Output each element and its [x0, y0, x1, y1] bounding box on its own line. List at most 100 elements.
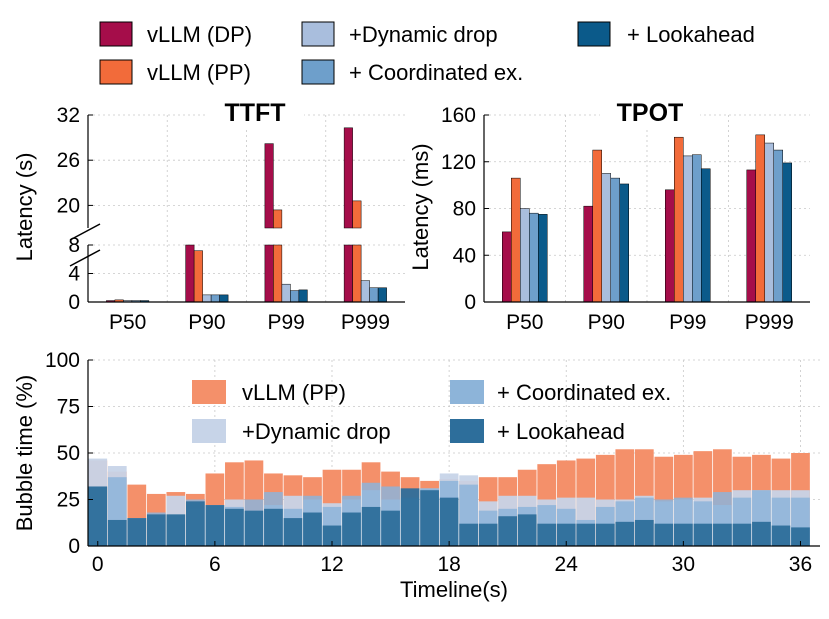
bubble-bar-lookahead-30 [673, 523, 693, 546]
ttft-bar-dynamic-drop-p90 [202, 294, 212, 303]
bubble-bar-lookahead-17 [420, 490, 439, 546]
tpot-bar-lookahead-p999 [782, 162, 792, 303]
ttft-xtick-label: P50 [109, 311, 146, 334]
tpot-bar-dynamic-drop-p99 [683, 155, 693, 303]
legend-swatch-drop [301, 21, 335, 47]
bubble-bar-lookahead-14 [361, 506, 381, 546]
bubble-bar-lookahead-26 [595, 523, 615, 546]
tpot-bar-vllm-dp-p50 [502, 231, 512, 303]
ttft-bars [106, 127, 387, 303]
ttft-ytick-label: 4 [68, 263, 80, 286]
tpot-bars [502, 134, 792, 303]
tpot-bar-vllm-pp-p50 [511, 177, 521, 303]
bubble-axes: 0 25 50 75 100 0 6 12 18 24 30 36 [45, 349, 820, 576]
bubble-bar-lookahead-28 [634, 519, 654, 546]
bubble-xtick-label: 30 [672, 553, 695, 576]
bubble-bar-lookahead-32 [713, 523, 732, 546]
ttft-bar-coordinated-ex-p999 [369, 287, 379, 303]
bubble-bar-lookahead-29 [654, 523, 674, 546]
bubble-xtick-label: 36 [789, 553, 812, 576]
bubble-bar-lookahead-10 [283, 518, 303, 546]
bubble-bar-lookahead-9 [264, 508, 283, 546]
ttft-bar-lookahead-p99 [298, 289, 308, 303]
tpot-ytick-label: 40 [453, 244, 476, 267]
ttft-bar-coordinated-ex-p99 [290, 290, 300, 303]
tpot-bar-coordinated-ex-p90 [610, 177, 620, 303]
bubble-legend: vLLM (PP) +Dynamic drop + Coordinated ex… [192, 380, 671, 444]
bubble-bars [88, 449, 810, 546]
bubble-bar-lookahead-25 [576, 523, 596, 546]
bubble-ytick-label: 50 [57, 442, 80, 465]
ttft-xtick-label: P90 [188, 311, 225, 334]
bubble-xtick-label: 24 [555, 553, 579, 576]
bubble-ytick-label: 0 [68, 535, 80, 558]
tpot-bar-lookahead-p99 [701, 168, 711, 303]
tpot-ytick-label: 160 [441, 104, 476, 127]
tpot-bar-vllm-pp-p90 [592, 149, 602, 303]
tpot-axes: 0 40 80 120 160 P50 P90 P99 P999 [441, 104, 810, 334]
bubble-bar-lookahead-11 [303, 512, 322, 546]
tpot-bar-vllm-pp-p999 [755, 134, 765, 303]
tpot-bar-vllm-pp-p99 [674, 136, 684, 303]
bubble-bar-lookahead-7 [225, 508, 244, 546]
ttft-break-mark-top [69, 223, 101, 241]
legend-label-drop: +Dynamic drop [349, 22, 498, 47]
bubble-bar-lookahead-35 [771, 525, 791, 546]
tpot-bar-lookahead-p50 [538, 214, 548, 303]
ttft-grid [88, 114, 405, 303]
ttft-bar-dynamic-drop-p99 [281, 283, 291, 303]
bubble-bar-lookahead-27 [615, 521, 635, 546]
bubble-bar-lookahead-21 [498, 516, 518, 546]
tpot-ytick-label: 120 [441, 151, 476, 174]
bubble-bar-lookahead-13 [342, 512, 361, 546]
tpot-bar-vllm-dp-p99 [665, 189, 675, 303]
bubble-bar-lookahead-24 [556, 523, 576, 546]
bubble-bar-lookahead-5 [185, 501, 205, 546]
tpot-xtick-label: P99 [669, 311, 706, 334]
tpot-bar-dynamic-drop-p50 [520, 208, 530, 303]
ttft-bar-vllm-pp-p90 [193, 250, 203, 303]
bubble-xlabel: Timeline(s) [400, 577, 508, 602]
ttft-panel: 0 4 8 20 26 32 P50 P90 P99 P999 TTFT Latency (s) [12, 96, 405, 334]
ttft-xtick-label: P999 [341, 311, 390, 334]
bubble-panel: 0 25 50 75 100 0 6 12 18 24 30 36 Bubble time (%) T… [12, 349, 820, 602]
ttft-bar-vllm-pp-p99-lower [273, 244, 283, 303]
bubble-ytick-label: 100 [45, 349, 80, 372]
bubble-bar-lookahead-12 [322, 525, 342, 546]
bubble-legend-swatch-look [450, 419, 484, 443]
ttft-bar-vllm-pp-p999-upper [352, 200, 362, 229]
bubble-bar-lookahead-36 [791, 527, 810, 546]
tpot-xtick-label: P90 [588, 311, 625, 334]
tpot-bar-coordinated-ex-p999 [773, 149, 783, 303]
tpot-xtick-label: P50 [506, 311, 543, 334]
tpot-ytick-label: 80 [453, 198, 476, 221]
ttft-ytick-label: 32 [57, 104, 80, 127]
ttft-bar-vllm-pp-p999-lower [352, 244, 362, 303]
bubble-bar-lookahead-22 [517, 514, 537, 546]
ttft-bar-vllm-pp-p99-upper [273, 209, 283, 229]
bubble-bar-lookahead-33 [732, 523, 752, 546]
ttft-ytick-label: 20 [57, 194, 80, 217]
tpot-bar-vllm-dp-p90 [583, 205, 593, 303]
bubble-bar-lookahead-3 [146, 514, 166, 546]
bubble-bar-lookahead-2 [127, 518, 147, 546]
ttft-bar-vllm-dp-p999-upper [343, 127, 353, 229]
ttft-axes: 0 4 8 20 26 32 P50 P90 P99 P999 [57, 104, 405, 334]
bubble-legend-label-look: + Lookahead [497, 419, 625, 444]
ttft-bar-vllm-dp-p90 [185, 244, 195, 303]
legend-swatch-look [577, 21, 611, 47]
bubble-ytick-label: 75 [57, 396, 80, 419]
bubble-legend-label-drop: +Dynamic drop [242, 419, 391, 444]
tpot-bar-dynamic-drop-p999 [764, 142, 774, 303]
ttft-xtick-label: P99 [267, 311, 304, 334]
legend-swatch-coord [301, 59, 335, 85]
ttft-ytick-label: 26 [57, 149, 80, 172]
tpot-bar-coordinated-ex-p50 [529, 212, 539, 303]
bubble-bar-lookahead-6 [205, 505, 225, 546]
tpot-bar-dynamic-drop-p90 [601, 173, 611, 303]
legend-label-dp: vLLM (DP) [147, 22, 252, 47]
bubble-bar-lookahead-4 [166, 514, 186, 546]
ttft-title-bg [206, 96, 304, 128]
